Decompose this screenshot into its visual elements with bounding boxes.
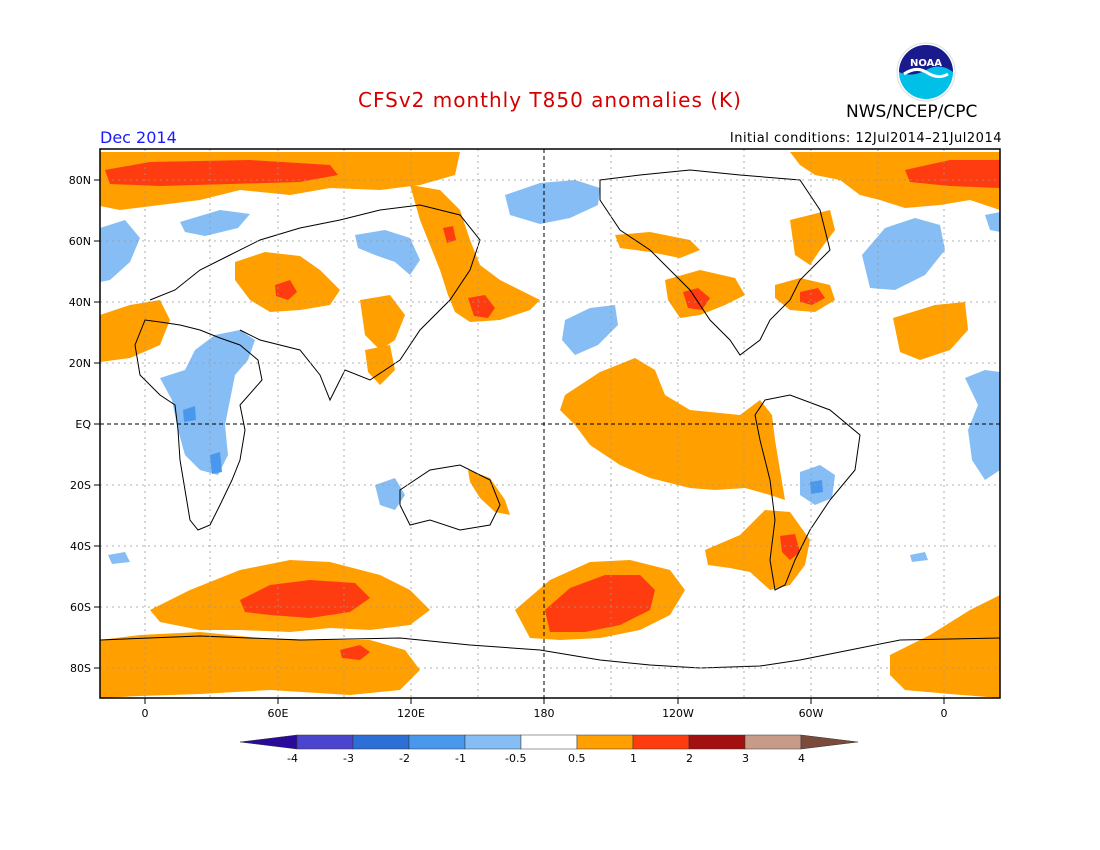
noaa-logo: NOAA xyxy=(896,42,956,102)
colorbar-swatch xyxy=(576,734,634,750)
anomaly-region xyxy=(965,370,1000,480)
colorbar-swatch xyxy=(352,734,410,750)
anomaly-region xyxy=(443,226,456,243)
lon-label: 180 xyxy=(534,707,555,720)
anomaly-region xyxy=(340,645,370,660)
colorbar-swatch xyxy=(800,734,859,750)
lon-label: 60W xyxy=(799,707,824,720)
lat-label: 20S xyxy=(70,479,91,492)
anomaly-region xyxy=(210,452,222,474)
colorbar-swatch xyxy=(520,734,578,750)
lon-label: 120E xyxy=(397,707,425,720)
colorbar-swatch xyxy=(744,734,802,750)
anomaly-region xyxy=(905,160,1000,188)
anomaly-region xyxy=(375,478,405,510)
colorbar-label: 0.5 xyxy=(568,752,586,765)
anomaly-region xyxy=(562,305,618,355)
lon-label: 60E xyxy=(268,707,289,720)
lon-label: 0 xyxy=(142,707,149,720)
anomaly-region xyxy=(100,300,170,362)
colorbar-swatch xyxy=(464,734,522,750)
anomaly-region xyxy=(893,302,968,360)
lat-label: 40N xyxy=(69,296,91,309)
colorbar-label: 3 xyxy=(742,752,749,765)
anomaly-region xyxy=(100,632,420,698)
colorbar-label: -0.5 xyxy=(505,752,527,765)
lat-label: 80S xyxy=(70,662,91,675)
colorbar-label: 1 xyxy=(630,752,637,765)
colorbar-label: 4 xyxy=(798,752,805,765)
lat-label: EQ xyxy=(75,418,91,431)
anomaly-region xyxy=(705,510,810,590)
anomaly-region xyxy=(160,330,255,475)
anomaly-region xyxy=(780,534,800,560)
anomaly-region xyxy=(810,480,823,494)
colorbar-label: -3 xyxy=(343,752,354,765)
colorbar-swatch xyxy=(632,734,690,750)
anomaly-region xyxy=(985,212,1000,232)
anomaly-region xyxy=(105,160,338,186)
colorbar xyxy=(239,734,859,750)
colorbar-swatch xyxy=(296,734,354,750)
anomaly-region xyxy=(180,210,250,236)
lat-label: 60N xyxy=(69,235,91,248)
anomaly-region xyxy=(365,345,395,385)
anomaly-region xyxy=(100,220,140,282)
colorbar-label: -2 xyxy=(399,752,410,765)
svg-text:NOAA: NOAA xyxy=(910,58,942,69)
chart-title: CFSv2 monthly T850 anomalies (K) xyxy=(358,88,742,112)
colorbar-label: -4 xyxy=(287,752,298,765)
lon-label: 0 xyxy=(941,707,948,720)
agency-label: NWS/NCEP/CPC xyxy=(846,102,978,122)
lat-label: 40S xyxy=(70,540,91,553)
forecast-month: Dec 2014 xyxy=(100,128,177,147)
anomaly-region xyxy=(360,295,405,350)
anomaly-region xyxy=(890,595,1000,698)
lat-label: 20N xyxy=(69,357,91,370)
anomaly-region xyxy=(183,406,196,422)
anomaly-region xyxy=(108,552,130,564)
lat-label: 60S xyxy=(70,601,91,614)
lon-label: 120W xyxy=(662,707,694,720)
lat-ticks xyxy=(94,179,100,669)
lon-ticks xyxy=(144,698,945,704)
anomaly-region xyxy=(505,180,600,224)
anomaly-region xyxy=(800,288,825,305)
colorbar-swatch xyxy=(239,734,298,750)
colorbar-label: -1 xyxy=(455,752,466,765)
anomaly-region xyxy=(862,218,945,290)
lat-label: 80N xyxy=(69,174,91,187)
anomaly-region xyxy=(560,358,785,500)
colorbar-label: 2 xyxy=(686,752,693,765)
anomaly-region xyxy=(468,295,495,318)
anomaly-region xyxy=(615,232,700,258)
anomaly-region xyxy=(910,552,928,562)
anomaly-region xyxy=(545,575,655,632)
colorbar-swatch xyxy=(688,734,746,750)
anomaly-region xyxy=(240,580,370,618)
initial-conditions: Initial conditions: 12Jul2014–21Jul2014 xyxy=(729,131,1002,146)
anomaly-region xyxy=(275,280,297,300)
colorbar-swatch xyxy=(408,734,466,750)
